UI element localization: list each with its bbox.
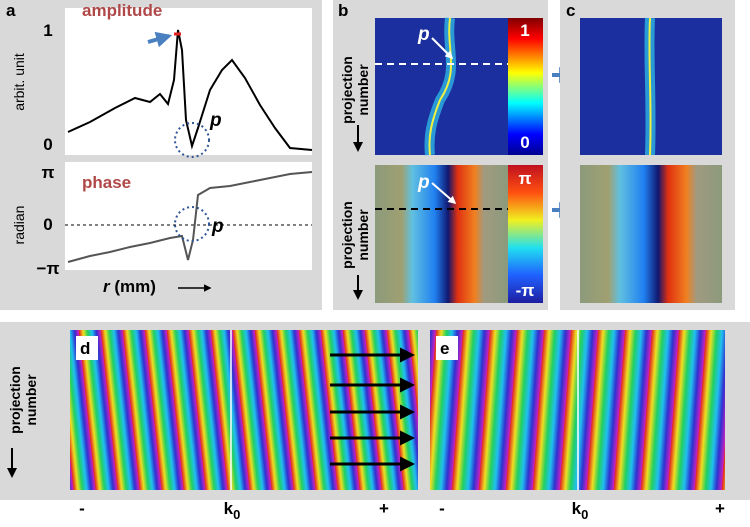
tick-label: 1 xyxy=(43,21,52,40)
colorbar xyxy=(508,18,543,155)
arrow-group xyxy=(330,347,415,472)
axis-label-line: number xyxy=(355,209,371,261)
panel-label: b xyxy=(338,1,348,20)
panel-label: d xyxy=(80,339,90,358)
colorbar-label: 0 xyxy=(520,133,529,152)
axis-label: arbit. unit xyxy=(11,53,27,111)
arrow xyxy=(431,37,454,60)
image-trace xyxy=(648,17,652,156)
image-trace xyxy=(428,17,453,156)
axis-label: projectionnumber xyxy=(339,201,371,269)
marker-label: p xyxy=(209,110,222,131)
subscript: 0 xyxy=(581,507,588,522)
symbol: k xyxy=(224,499,234,518)
image xyxy=(375,165,508,303)
marker-label: p xyxy=(211,216,224,237)
axis-end-label: + xyxy=(379,499,389,518)
axis-label: radian xyxy=(11,206,27,245)
marker-label: p xyxy=(417,172,430,193)
label-box xyxy=(76,336,98,360)
axis-label-line: number xyxy=(355,64,371,116)
image xyxy=(375,18,508,155)
axis-label-line: projection xyxy=(7,366,23,434)
x-symbol: r xyxy=(103,277,111,296)
highlight-circle xyxy=(174,122,210,158)
arrow xyxy=(431,182,457,205)
plot-title: amplitude xyxy=(82,1,162,20)
axis-label: projectionnumber xyxy=(7,366,39,434)
marker-label: p xyxy=(417,24,430,45)
tick-label: −π xyxy=(37,259,60,278)
tick-label: π xyxy=(41,163,54,182)
highlight-circle xyxy=(174,206,210,242)
colorbar-label: -π xyxy=(516,281,535,300)
symbol: k xyxy=(572,499,582,518)
axis-center-label: k0 xyxy=(572,499,589,522)
axis-end-label: - xyxy=(79,499,85,518)
panel-label: e xyxy=(440,339,449,358)
image xyxy=(580,165,722,303)
colorbar-label: 1 xyxy=(520,21,529,40)
tick-label: 0 xyxy=(43,135,52,154)
panel-label: a xyxy=(6,1,16,20)
axis-label-line: number xyxy=(23,374,39,426)
colorbar xyxy=(508,165,543,303)
amplitude-curve xyxy=(67,29,313,151)
label-box xyxy=(436,336,458,360)
arrow xyxy=(147,31,173,48)
axis-label-line: projection xyxy=(339,56,355,124)
plot-title: phase xyxy=(82,173,131,192)
subscript: 0 xyxy=(233,507,240,522)
phase-curve xyxy=(67,171,313,263)
x-axis-label: r (mm) xyxy=(103,277,156,296)
x-unit: (mm) xyxy=(114,277,156,296)
tick-label: 0 xyxy=(43,215,52,234)
axis-center-label: k0 xyxy=(224,499,241,522)
bottom-axis: - k0 + - k0 + xyxy=(79,499,725,522)
axis-end-label: - xyxy=(439,499,445,518)
panel-label: c xyxy=(566,1,575,20)
axis-end-label: + xyxy=(715,499,725,518)
colorbar-label: π xyxy=(518,169,531,188)
axis-label: projectionnumber xyxy=(339,56,371,124)
axis-label-line: projection xyxy=(339,201,355,269)
